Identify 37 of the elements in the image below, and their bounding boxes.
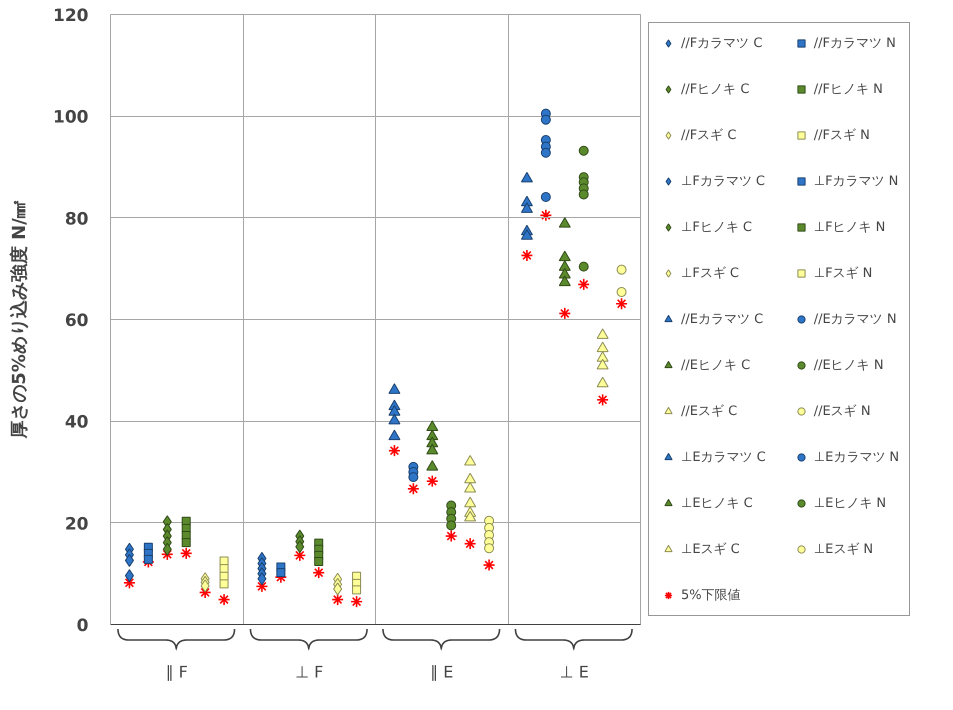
legend-label: //Eスギ N [814,403,871,421]
y-tick-label: 120 [53,6,89,26]
legend-label: //Fカラマツ N [814,35,896,53]
legend-label: ⊥Fスギ N [814,265,872,283]
x-tick-label: ∥ E [430,662,454,682]
legend-label: ⊥Fカラマツ N [814,173,898,191]
y-tick-label: 80 [64,209,89,230]
legend-label: //Fヒノキ N [814,81,883,99]
legend-label: ⊥Fカラマツ C [681,173,766,191]
x-tick-label: ⊥ F [295,662,324,682]
y-tick-label: 20 [64,514,89,534]
legend-label: ⊥Eスギ N [814,541,874,559]
legend-label: ⊥Eヒノキ C [681,495,753,513]
legend-label: //Fスギ C [681,127,736,145]
y-tick-label: 0 [76,616,89,636]
legend-label: ⊥Eカラマツ C [681,449,766,467]
y-tick-label: 100 [53,108,89,128]
legend-label: ⊥Eカラマツ N [814,449,900,467]
legend-label: ⊥Eヒノキ N [814,495,886,513]
legend-label: //Eカラマツ C [681,311,764,329]
legend-label: ⊥Fスギ C [681,265,740,283]
legend-label: //Fヒノキ C [681,81,750,99]
x-tick-label: ∥ F [166,662,188,682]
legend-label: ⊥Fヒノキ C [681,219,752,237]
x-tick-label: ⊥ E [560,662,589,682]
legend-label: ⊥Fヒノキ N [814,219,886,237]
legend-label: //Fスギ N [814,127,870,145]
y-axis-title: 厚さの5%めり込み強度 N/㎟ [9,200,30,440]
legend-label: //Eカラマツ N [814,311,897,329]
legend-label: ⊥Eスギ C [681,541,740,559]
legend-label: //Eスギ C [681,403,738,421]
legend-label: //Eヒノキ C [681,357,750,375]
y-tick-label: 60 [64,311,89,331]
legend-label: //Fカラマツ C [681,35,762,53]
legend-label: 5%下限値 [681,587,741,605]
y-tick-label: 40 [64,412,89,433]
legend-label: //Eヒノキ N [814,357,884,375]
